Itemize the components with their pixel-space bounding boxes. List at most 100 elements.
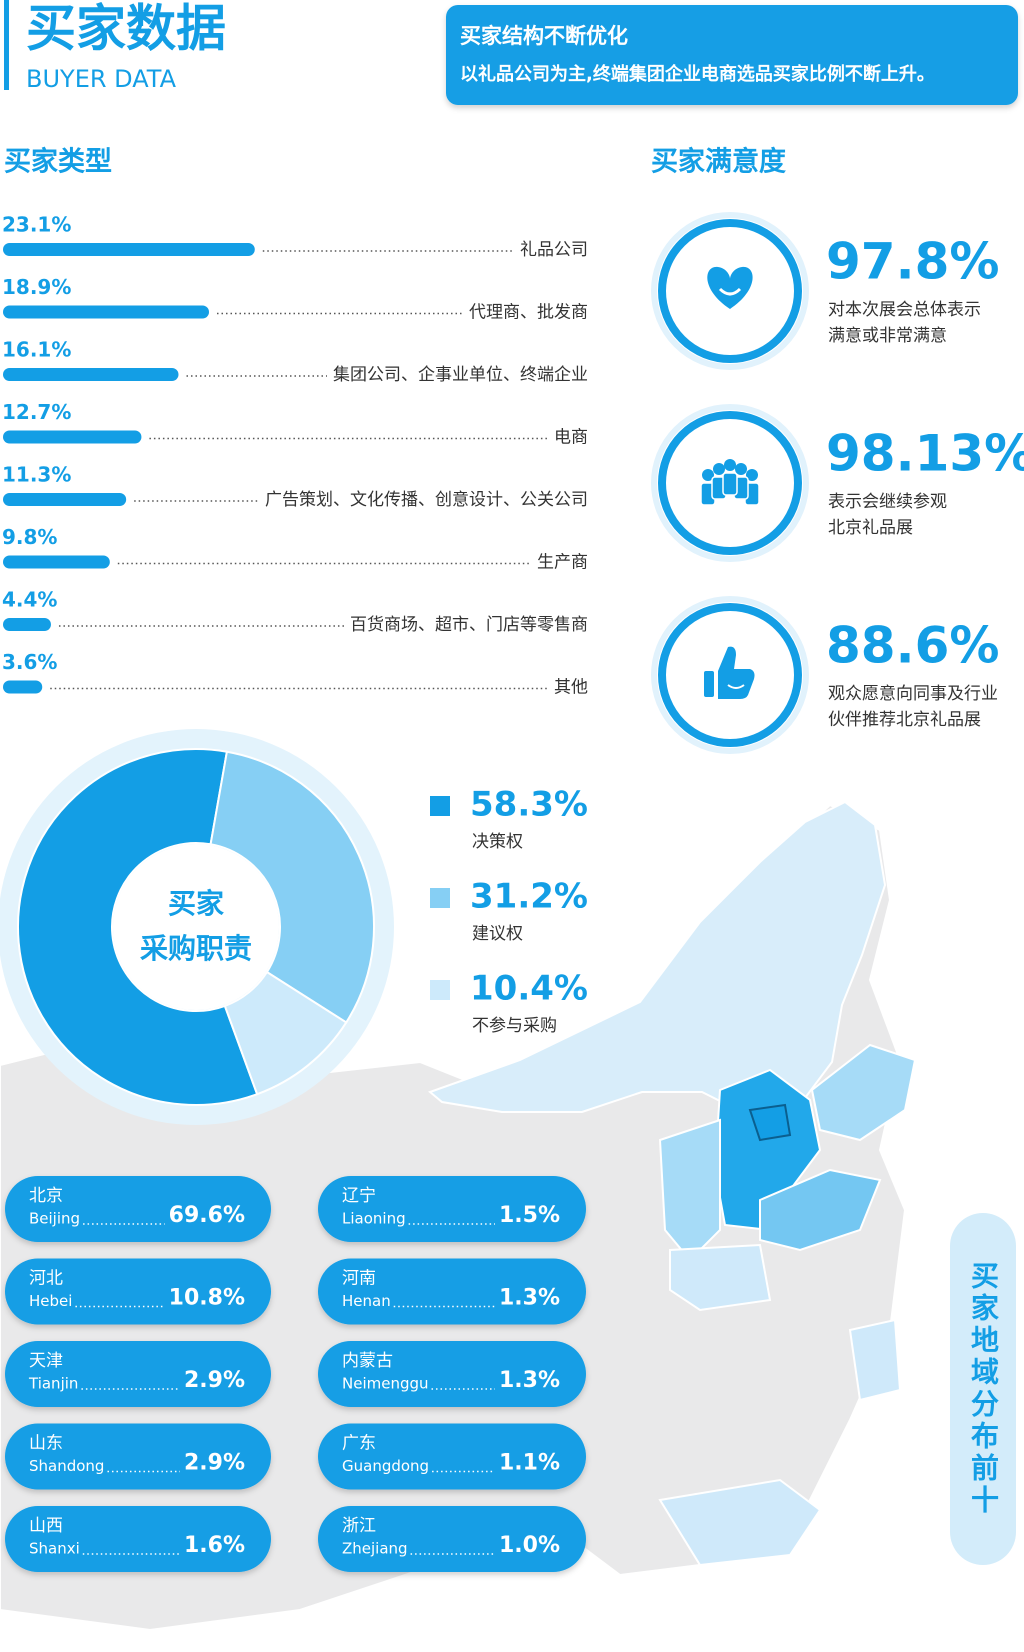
legend-label: 不参与采购 [472,1016,557,1036]
value-label: 4.4% [2,588,57,612]
region-name: 北京 [29,1186,63,1206]
region-name-en: Hebei [29,1292,72,1310]
icon [707,266,753,309]
value-label: 23.1% [2,213,71,237]
satisfaction-text: 伙伴推荐北京礼品展 [828,710,981,730]
legend-label: 建议权 [472,924,523,944]
region-value: 1.3% [499,1368,560,1393]
legend-value: 58.3% [470,785,588,825]
pill [5,1258,271,1325]
ring-outer [651,212,809,370]
bar [3,243,255,256]
value-label: 18.9% [2,275,71,299]
bar [3,493,127,506]
section-title: 买家类型 [4,146,112,178]
region-pill: 内蒙古 Neimenggu 1.3% [318,1341,586,1407]
category-label: 百货商场、超市、门店等零售商 [350,615,588,635]
donut-center-label: 买家 [168,887,224,920]
region-name: 河南 [342,1269,376,1289]
satisfaction-text: 表示会继续参观 [828,492,947,512]
region-value: 1.3% [499,1286,560,1311]
region-name-en: Beijing [29,1210,80,1228]
bar [3,680,43,694]
region-name: 浙江 [342,1516,376,1536]
region-name-en: Guangdong [342,1457,429,1475]
bar [3,368,179,381]
region-pill: 河南 Henan 1.3% [318,1258,586,1325]
region-value: 2.9% [184,1368,245,1393]
banner-text: 以礼品公司为主,终端集团企业电商选品买家比例不断上升。 [460,63,935,85]
region-pill: 浙江 Zhejiang 1.0% [318,1506,586,1572]
region-name: 河北 [29,1269,63,1289]
ring-outer [651,596,809,754]
value-label: 3.6% [2,650,57,674]
category-label: 礼品公司 [520,240,588,260]
pill [5,1341,271,1407]
region-pill: 广东 Guangdong 1.1% [318,1423,586,1490]
satisfaction-value: 97.8% [826,233,999,291]
region-name: 天津 [29,1351,63,1371]
donut-center-label: 采购职责 [140,932,252,965]
pill [318,1258,586,1325]
region-name-en: Zhejiang [342,1540,408,1558]
region-name: 山东 [29,1434,63,1454]
legend-swatch [430,888,450,908]
header-bar [4,0,9,90]
region-value: 1.5% [499,1203,560,1228]
bar [3,555,110,569]
icon [724,459,736,471]
region-name-en: Neimenggu [342,1375,429,1393]
banner-title: 买家结构不断优化 [460,24,628,48]
region-name-en: Shandong [29,1457,104,1475]
bar [3,618,51,631]
icon [746,469,758,481]
category-label: 其他 [554,678,588,698]
region-pill: 北京 Beijing 69.6% [5,1176,271,1242]
region-name-en: Tianjin [28,1375,78,1393]
banner [446,5,1018,105]
pill [5,1176,271,1242]
donut-hole [113,844,279,1010]
region-pill: 辽宁 Liaoning 1.5% [318,1176,586,1242]
legend-swatch [430,796,450,816]
icon [718,646,755,699]
category-label: 代理商、批发商 [469,303,588,323]
region-name: 辽宁 [342,1186,376,1206]
legend-value: 31.2% [470,877,588,917]
region-pill: 河北 Hebei 10.8% [5,1258,271,1325]
icon [735,463,747,475]
legend-label: 决策权 [472,832,523,852]
bar [3,305,210,319]
region-name: 山西 [29,1516,63,1536]
region-name-en: Shanxi [29,1540,80,1558]
region-value: 69.6% [169,1203,245,1228]
category-label: 广告策划、文化传播、创意设计、公关公司 [265,490,588,510]
region-pill: 山东 Shandong 2.9% [5,1423,271,1490]
donut-segment [209,750,375,1024]
region-pill: 天津 Tianjin 2.9% [5,1341,271,1407]
region-name: 广东 [342,1434,376,1454]
value-label: 16.1% [2,338,71,362]
region-value: 1.6% [184,1533,245,1558]
region-value: 1.1% [499,1451,560,1476]
icon [722,472,738,496]
satisfaction-value: 88.6% [826,617,999,675]
region-name-en: Liaoning [342,1210,406,1228]
donut-segment [223,970,348,1096]
icon [713,463,725,475]
category-label: 集团公司、企事业单位、终端企业 [333,365,588,385]
pill [318,1423,586,1490]
region-pill: 山西 Shanxi 1.6% [5,1506,271,1572]
region-value: 1.0% [499,1533,560,1558]
page-title: 买家数据 [26,0,226,58]
satisfaction-text: 满意或非常满意 [828,326,947,346]
icon [718,287,742,296]
bar [3,430,142,444]
value-label: 11.3% [2,463,71,487]
region-name-en: Henan [342,1292,391,1310]
satisfaction-text: 观众愿意向同事及行业 [828,684,998,704]
